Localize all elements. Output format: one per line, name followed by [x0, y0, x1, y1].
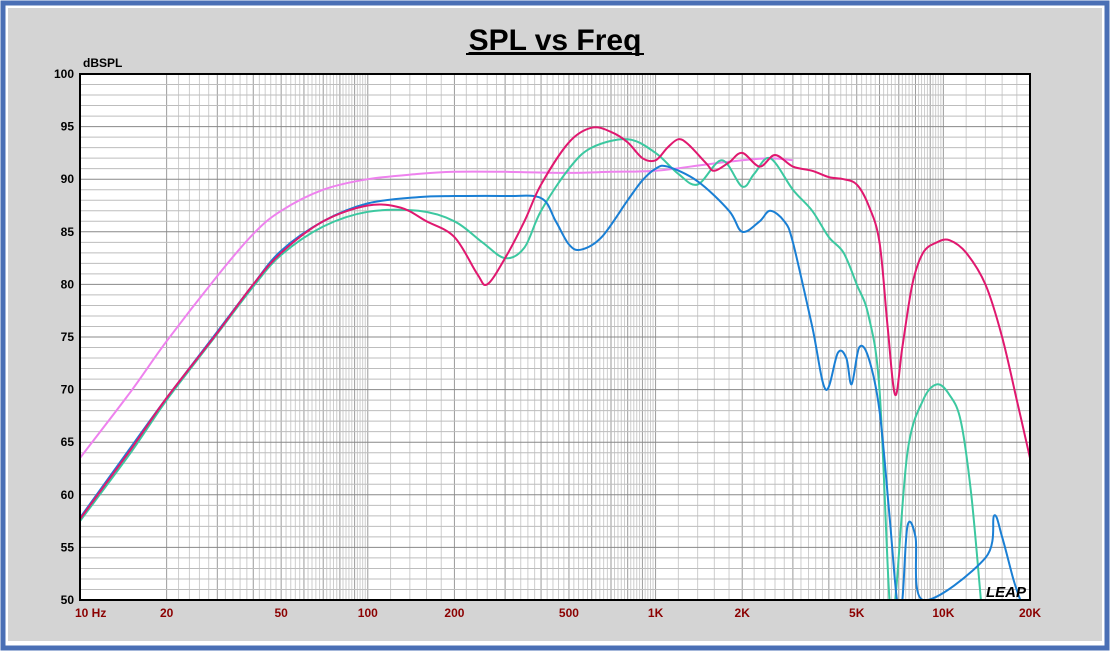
chart-title: SPL vs Freq [469, 24, 642, 57]
leap-watermark: LEAP [986, 584, 1027, 601]
y-tick-label: 85 [61, 225, 75, 239]
y-tick-label: 75 [61, 330, 75, 344]
series-line-4 [80, 126, 1030, 520]
x-tick-label: 10 Hz [75, 606, 106, 620]
x-tick-label: 20K [1019, 606, 1041, 620]
x-tick-label: 50 [274, 606, 288, 620]
y-tick-label: 95 [61, 120, 75, 134]
y-tick-label: 55 [61, 540, 75, 554]
y-tick-label: 50 [61, 593, 75, 607]
y-tick-label: 70 [61, 383, 75, 397]
y-tick-label: 65 [61, 435, 75, 449]
x-tick-label: 1K [648, 606, 664, 620]
series-line-3 [80, 164, 1022, 600]
x-tick-labels: 10 Hz 20 50 100 200 500 1K 2K 5K 10K 20K [75, 606, 1041, 620]
grid [80, 74, 1030, 600]
y-tick-labels: 50 55 60 65 70 75 80 85 90 95 100 [54, 67, 74, 607]
plot-border [79, 73, 1031, 601]
x-tick-label: 200 [444, 606, 464, 620]
x-tick-label: 500 [559, 606, 579, 620]
y-tick-label: 80 [61, 277, 75, 291]
series-lines [80, 126, 1030, 600]
x-tick-label: 100 [358, 606, 378, 620]
y-tick-label: 100 [54, 67, 74, 81]
y-axis-label: dBSPL [83, 56, 122, 70]
y-tick-label: 60 [61, 488, 75, 502]
x-tick-label: 10K [932, 606, 954, 620]
y-tick-label: 90 [61, 172, 75, 186]
series-line-2 [80, 138, 982, 600]
x-tick-label: 2K [735, 606, 751, 620]
x-tick-label: 20 [160, 606, 174, 620]
x-tick-label: 5K [849, 606, 865, 620]
